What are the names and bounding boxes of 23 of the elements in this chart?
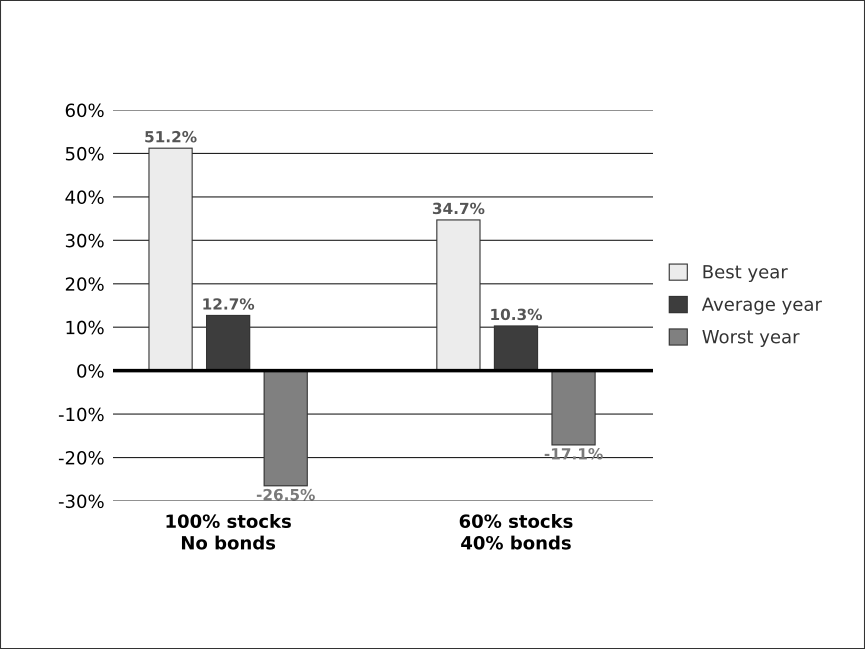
data-label: 12.7% <box>203 298 254 310</box>
bar <box>264 370 308 486</box>
bar <box>551 370 596 446</box>
data-label: 10.3% <box>491 308 542 320</box>
legend-label: Average year <box>702 298 822 315</box>
data-label: -17.1% <box>544 448 603 460</box>
x-tick-label: 100% stocks No bonds <box>166 514 291 550</box>
y-tick-label: 60% <box>66 103 104 118</box>
y-tick-label: -10% <box>58 408 104 422</box>
y-tick-label: -20% <box>58 451 104 465</box>
y-tick-label: 40% <box>65 190 104 204</box>
y-tick-label: 0% <box>77 364 104 378</box>
x-tick-label: 60% stocks 40% bonds <box>460 514 572 550</box>
y-tick-label: 50% <box>66 146 104 161</box>
legend-label: Worst year <box>702 330 800 347</box>
y-tick-label: -30% <box>58 494 104 508</box>
data-label: 34.7% <box>432 202 484 214</box>
y-tick-label: 20% <box>66 277 104 291</box>
data-label: 51.2% <box>145 130 197 142</box>
y-tick-label: 30% <box>66 234 104 248</box>
data-label: -26.5% <box>256 488 315 500</box>
y-tick-label: 10% <box>66 320 104 334</box>
legend-label: Best year <box>704 265 788 282</box>
